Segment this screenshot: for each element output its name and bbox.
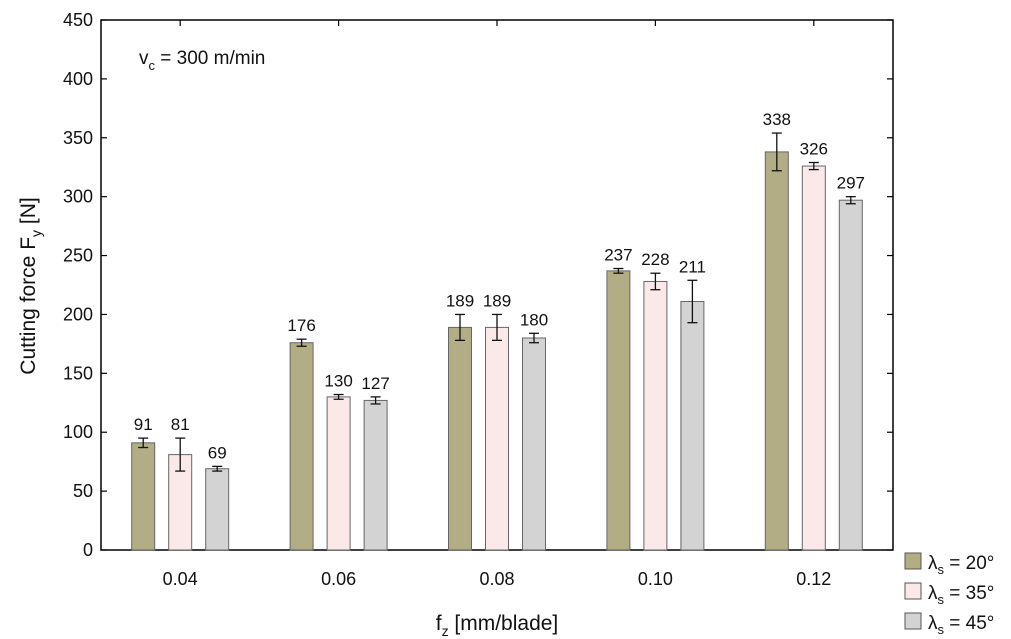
data-label: 338 bbox=[763, 110, 791, 129]
y-tick-label: 250 bbox=[63, 246, 93, 266]
bar bbox=[289, 342, 314, 551]
data-label: 130 bbox=[324, 372, 352, 391]
y-axis-title: Cutting force Fy [N] bbox=[17, 197, 44, 374]
data-label: 326 bbox=[800, 140, 828, 159]
bar bbox=[801, 165, 826, 551]
x-tick-label: 0.08 bbox=[479, 569, 514, 589]
data-label: 297 bbox=[837, 174, 865, 193]
data-label: 69 bbox=[208, 443, 227, 462]
bar bbox=[764, 151, 789, 551]
data-label: 237 bbox=[604, 246, 632, 265]
data-label: 228 bbox=[641, 250, 669, 269]
y-tick-label: 100 bbox=[63, 422, 93, 442]
x-tick-label: 0.12 bbox=[796, 569, 831, 589]
bar bbox=[643, 280, 668, 551]
bar bbox=[448, 326, 472, 551]
y-tick-label: 200 bbox=[63, 304, 93, 324]
x-axis-title: fz [mm/blade] bbox=[436, 612, 559, 639]
data-label: 91 bbox=[134, 415, 153, 434]
bar bbox=[363, 399, 388, 551]
data-label: 127 bbox=[361, 374, 389, 393]
data-label: 81 bbox=[171, 415, 190, 434]
cutting-speed-annotation: vc = 300 m/min bbox=[139, 48, 265, 73]
x-axis: 0.04 0.06 0.08 0.10 0.12 bbox=[163, 20, 831, 589]
bar bbox=[131, 442, 156, 551]
data-label: 189 bbox=[446, 291, 474, 310]
legend-swatch bbox=[904, 612, 922, 630]
y-tick-label: 150 bbox=[63, 363, 93, 383]
data-label: 189 bbox=[483, 291, 511, 310]
error-bars bbox=[138, 132, 856, 472]
bar bbox=[326, 396, 351, 551]
data-label: 180 bbox=[520, 310, 548, 329]
bar bbox=[522, 337, 546, 551]
y-tick-label: 300 bbox=[63, 187, 93, 207]
x-tick-label: 0.06 bbox=[321, 569, 356, 589]
bar bbox=[606, 270, 631, 551]
y-axis: 0 50 100 150 200 250 300 350 400 450 bbox=[63, 10, 893, 560]
legend-label: λs = 20° bbox=[928, 553, 994, 577]
data-label: 176 bbox=[287, 316, 315, 335]
data-label: 211 bbox=[679, 257, 706, 276]
x-tick-label: 0.10 bbox=[638, 569, 673, 589]
y-tick-label: 50 bbox=[73, 481, 93, 501]
legend: λs = 20° λs = 35° λs = 45° bbox=[904, 552, 994, 637]
bar bbox=[205, 468, 230, 551]
legend-swatch bbox=[904, 552, 922, 570]
x-tick-label: 0.04 bbox=[163, 569, 198, 589]
bar bbox=[485, 326, 509, 551]
legend-label: λs = 35° bbox=[928, 583, 994, 607]
bars bbox=[131, 151, 863, 551]
bar bbox=[680, 300, 705, 551]
legend-swatch bbox=[904, 582, 922, 600]
bar bbox=[838, 199, 863, 551]
legend-label: λs = 45° bbox=[928, 613, 994, 637]
y-tick-label: 0 bbox=[83, 540, 93, 560]
value-labels: 91 81 69 176 130 127 189 189 180 237 228 211 338 326 2… bbox=[134, 110, 865, 462]
y-tick-label: 350 bbox=[63, 128, 93, 148]
y-tick-label: 450 bbox=[63, 10, 93, 30]
y-tick-label: 400 bbox=[63, 69, 93, 89]
